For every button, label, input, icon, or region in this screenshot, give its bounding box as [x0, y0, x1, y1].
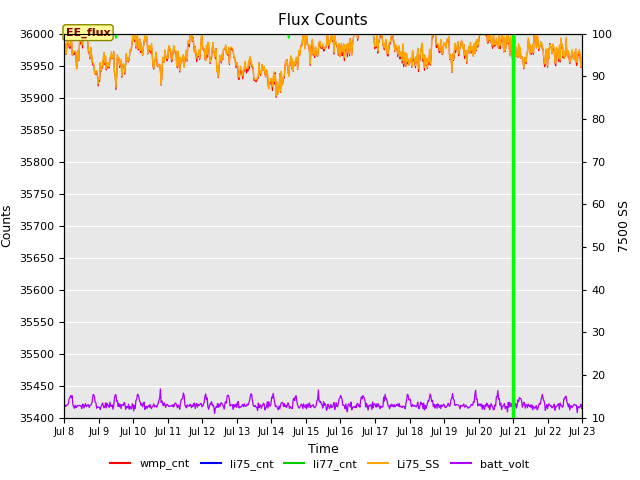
- X-axis label: Time: Time: [308, 443, 339, 456]
- Title: Flux Counts: Flux Counts: [278, 13, 368, 28]
- Y-axis label: 7500 SS: 7500 SS: [618, 200, 631, 252]
- Legend: wmp_cnt, li75_cnt, li77_cnt, Li75_SS, batt_volt: wmp_cnt, li75_cnt, li77_cnt, Li75_SS, ba…: [106, 455, 534, 474]
- Y-axis label: Counts: Counts: [1, 204, 13, 247]
- Text: EE_flux: EE_flux: [66, 27, 110, 38]
